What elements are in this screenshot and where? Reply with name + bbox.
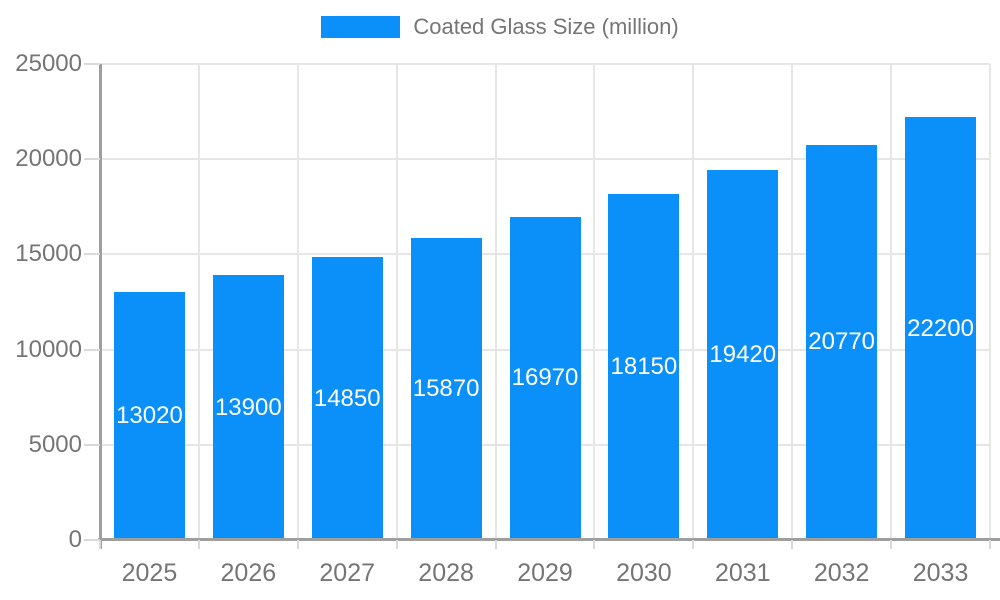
y-axis-tick <box>84 253 100 256</box>
y-axis-label: 15000 <box>15 240 82 268</box>
h-gridline <box>100 158 990 161</box>
x-axis-tick <box>593 540 596 549</box>
x-axis-tick <box>692 540 695 549</box>
x-axis-tick <box>791 540 794 549</box>
x-axis-label: 2032 <box>813 559 870 587</box>
bar-value-label: 13900 <box>214 393 282 421</box>
v-gridline <box>197 64 200 540</box>
bar: 13900 <box>212 275 284 540</box>
x-axis-label: 2027 <box>319 559 376 587</box>
x-axis-label: 2028 <box>418 559 474 587</box>
x-axis-tick <box>296 540 299 549</box>
x-axis-tick <box>494 540 497 549</box>
bar: 18150 <box>608 194 680 540</box>
x-axis-label: 2025 <box>121 559 178 587</box>
legend[interactable]: Coated Glass Size (million) <box>0 14 1000 40</box>
x-axis-label: 2026 <box>220 559 277 587</box>
bar: 13020 <box>113 292 185 540</box>
v-gridline <box>593 64 596 540</box>
y-axis-line <box>99 64 102 549</box>
legend-label[interactable]: Coated Glass Size (million) <box>413 14 679 39</box>
bar-value-label: 14850 <box>313 384 381 412</box>
bar: 19420 <box>707 170 779 540</box>
y-axis-tick <box>84 158 100 161</box>
bar-value-label: 19420 <box>709 341 777 369</box>
y-axis-label: 20000 <box>15 145 82 173</box>
x-axis-tick <box>989 540 991 549</box>
y-axis-label: 0 <box>68 526 82 553</box>
x-axis-label: 2030 <box>616 559 672 587</box>
y-axis-label: 10000 <box>15 335 82 363</box>
v-gridline <box>890 64 893 540</box>
x-axis-tick <box>890 540 893 549</box>
bar: 14850 <box>311 257 383 540</box>
y-axis-tick <box>84 443 100 446</box>
x-axis-line <box>98 538 1000 541</box>
v-gridline <box>395 64 398 540</box>
v-gridline <box>989 64 991 540</box>
y-axis-label: 25000 <box>15 50 82 77</box>
h-gridline <box>100 63 990 65</box>
x-axis-tick <box>395 540 398 549</box>
y-axis-tick <box>84 348 100 351</box>
v-gridline <box>296 64 299 540</box>
bar: 22200 <box>905 117 977 540</box>
plot-area: 13020 13900 14850 15870 16970 18150 19420 20770… <box>98 63 1000 549</box>
bar-value-label: 22200 <box>907 314 974 342</box>
bar: 15870 <box>410 237 482 540</box>
legend-swatch[interactable] <box>321 16 401 38</box>
v-gridline <box>494 64 497 540</box>
bar: 20770 <box>806 144 878 540</box>
x-axis-tick <box>99 540 101 549</box>
v-gridline <box>791 64 794 540</box>
bar-value-label: 20770 <box>808 328 876 356</box>
bar-value-label: 16970 <box>511 364 579 392</box>
x-axis-label: 2029 <box>517 559 573 587</box>
y-axis-tick <box>84 63 100 65</box>
bar-value-label: 18150 <box>610 353 678 381</box>
y-axis-tick <box>84 539 100 541</box>
bar-value-label: 15870 <box>412 374 480 402</box>
y-axis-label: 5000 <box>28 430 82 458</box>
v-gridline <box>692 64 695 540</box>
x-axis-label: 2033 <box>912 559 969 587</box>
x-axis-tick <box>197 540 200 549</box>
bar: 16970 <box>509 216 581 540</box>
bar-value-label: 13020 <box>116 402 183 430</box>
x-axis-label: 2031 <box>714 559 771 587</box>
